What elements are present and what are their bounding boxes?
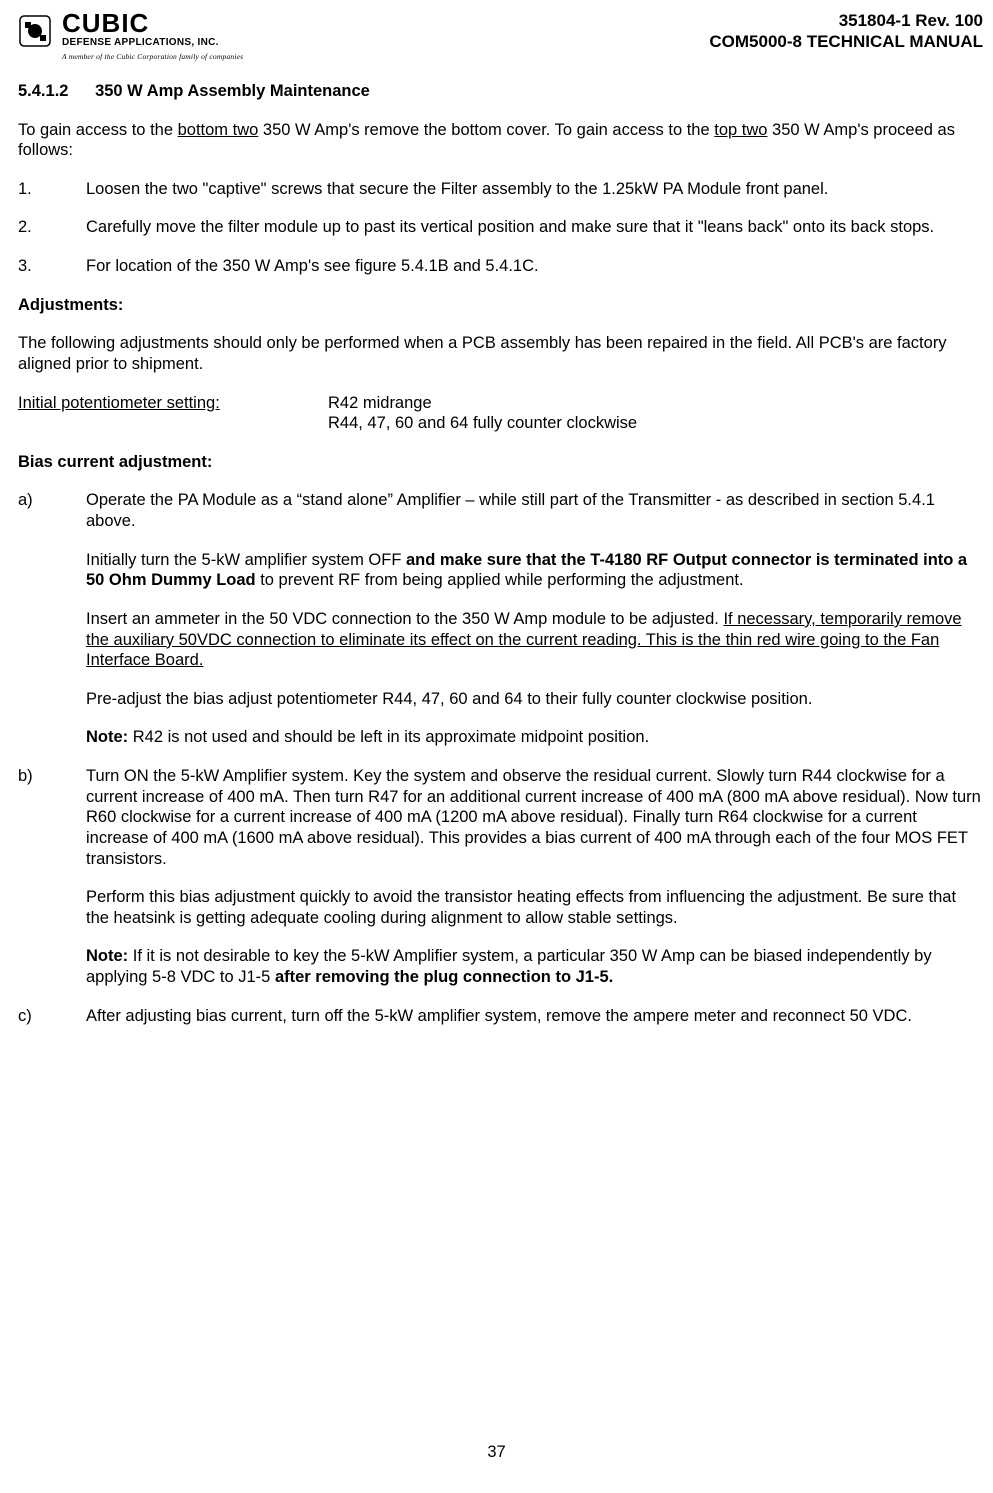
step-marker: c) bbox=[18, 1006, 86, 1027]
step-b: b) Turn ON the 5-kW Amplifier system. Ke… bbox=[18, 766, 981, 988]
step-marker: a) bbox=[18, 490, 86, 748]
step-c: c) After adjusting bias current, turn of… bbox=[18, 1006, 981, 1027]
logo-tagline: A member of the Cubic Corporation family… bbox=[62, 52, 243, 61]
company-logo: CUBIC DEFENSE APPLICATIONS, INC. A membe… bbox=[18, 10, 243, 61]
step-b-note: Note: If it is not desirable to key the … bbox=[86, 946, 981, 987]
adjustments-text: The following adjustments should only be… bbox=[18, 333, 981, 374]
logo-icon bbox=[18, 10, 56, 54]
step-a-p4: Pre-adjust the bias adjust potentiometer… bbox=[86, 689, 981, 710]
step-b-p1: Turn ON the 5-kW Amplifier system. Key t… bbox=[86, 766, 981, 869]
section-heading: 5.4.1.2 350 W Amp Assembly Maintenance bbox=[18, 81, 981, 102]
step-marker: 1. bbox=[18, 179, 86, 200]
doc-id: 351804-1 Rev. 100 bbox=[709, 10, 983, 31]
step-a-note: Note: R42 is not used and should be left… bbox=[86, 727, 981, 748]
bold-plug-removal: after removing the plug connection to J1… bbox=[275, 968, 613, 986]
page-header: CUBIC DEFENSE APPLICATIONS, INC. A membe… bbox=[18, 10, 983, 61]
logo-main-text: CUBIC bbox=[62, 10, 243, 36]
step-b-p2: Perform this bias adjustment quickly to … bbox=[86, 887, 981, 928]
doc-title: COM5000-8 TECHNICAL MANUAL bbox=[709, 31, 983, 52]
step-item: 1. Loosen the two "captive" screws that … bbox=[18, 179, 981, 200]
section-number: 5.4.1.2 bbox=[18, 82, 68, 100]
potentiometer-label: Initial potentiometer setting: bbox=[18, 393, 328, 434]
bias-heading: Bias current adjustment: bbox=[18, 452, 981, 473]
pot-line-1: R42 midrange bbox=[328, 393, 981, 414]
step-marker: 3. bbox=[18, 256, 86, 277]
section-title: 350 W Amp Assembly Maintenance bbox=[95, 82, 370, 100]
doc-header-right: 351804-1 Rev. 100 COM5000-8 TECHNICAL MA… bbox=[709, 10, 983, 53]
step-a-p1: Operate the PA Module as a “stand alone”… bbox=[86, 490, 981, 531]
step-item: 2. Carefully move the filter module up t… bbox=[18, 217, 981, 238]
logo-sub-text: DEFENSE APPLICATIONS, INC. bbox=[62, 37, 243, 50]
note-label: Note: bbox=[86, 728, 128, 746]
step-text: For location of the 350 W Amp's see figu… bbox=[86, 256, 981, 277]
step-marker: b) bbox=[18, 766, 86, 988]
step-text: Carefully move the filter module up to p… bbox=[86, 217, 981, 238]
potentiometer-row: Initial potentiometer setting: R42 midra… bbox=[18, 393, 981, 434]
step-a-p2: Initially turn the 5-kW amplifier system… bbox=[86, 550, 981, 591]
intro-paragraph: To gain access to the bottom two 350 W A… bbox=[18, 120, 981, 161]
note-label: Note: bbox=[86, 947, 128, 965]
lettered-steps: a) Operate the PA Module as a “stand alo… bbox=[18, 490, 981, 1026]
page-content: 5.4.1.2 350 W Amp Assembly Maintenance T… bbox=[18, 81, 983, 1026]
step-text: Loosen the two "captive" screws that sec… bbox=[86, 179, 981, 200]
page-number: 37 bbox=[0, 1442, 993, 1463]
potentiometer-values: R42 midrange R44, 47, 60 and 64 fully co… bbox=[328, 393, 981, 434]
step-marker: 2. bbox=[18, 217, 86, 238]
pot-line-2: R44, 47, 60 and 64 fully counter clockwi… bbox=[328, 413, 981, 434]
underline-bottom-two: bottom two bbox=[178, 121, 259, 139]
adjustments-heading: Adjustments: bbox=[18, 295, 981, 316]
step-a-p3: Insert an ammeter in the 50 VDC connecti… bbox=[86, 609, 981, 671]
step-a: a) Operate the PA Module as a “stand alo… bbox=[18, 490, 981, 748]
numbered-steps: 1. Loosen the two "captive" screws that … bbox=[18, 179, 981, 277]
step-c-p1: After adjusting bias current, turn off t… bbox=[86, 1006, 981, 1027]
step-item: 3. For location of the 350 W Amp's see f… bbox=[18, 256, 981, 277]
underline-top-two: top two bbox=[714, 121, 767, 139]
